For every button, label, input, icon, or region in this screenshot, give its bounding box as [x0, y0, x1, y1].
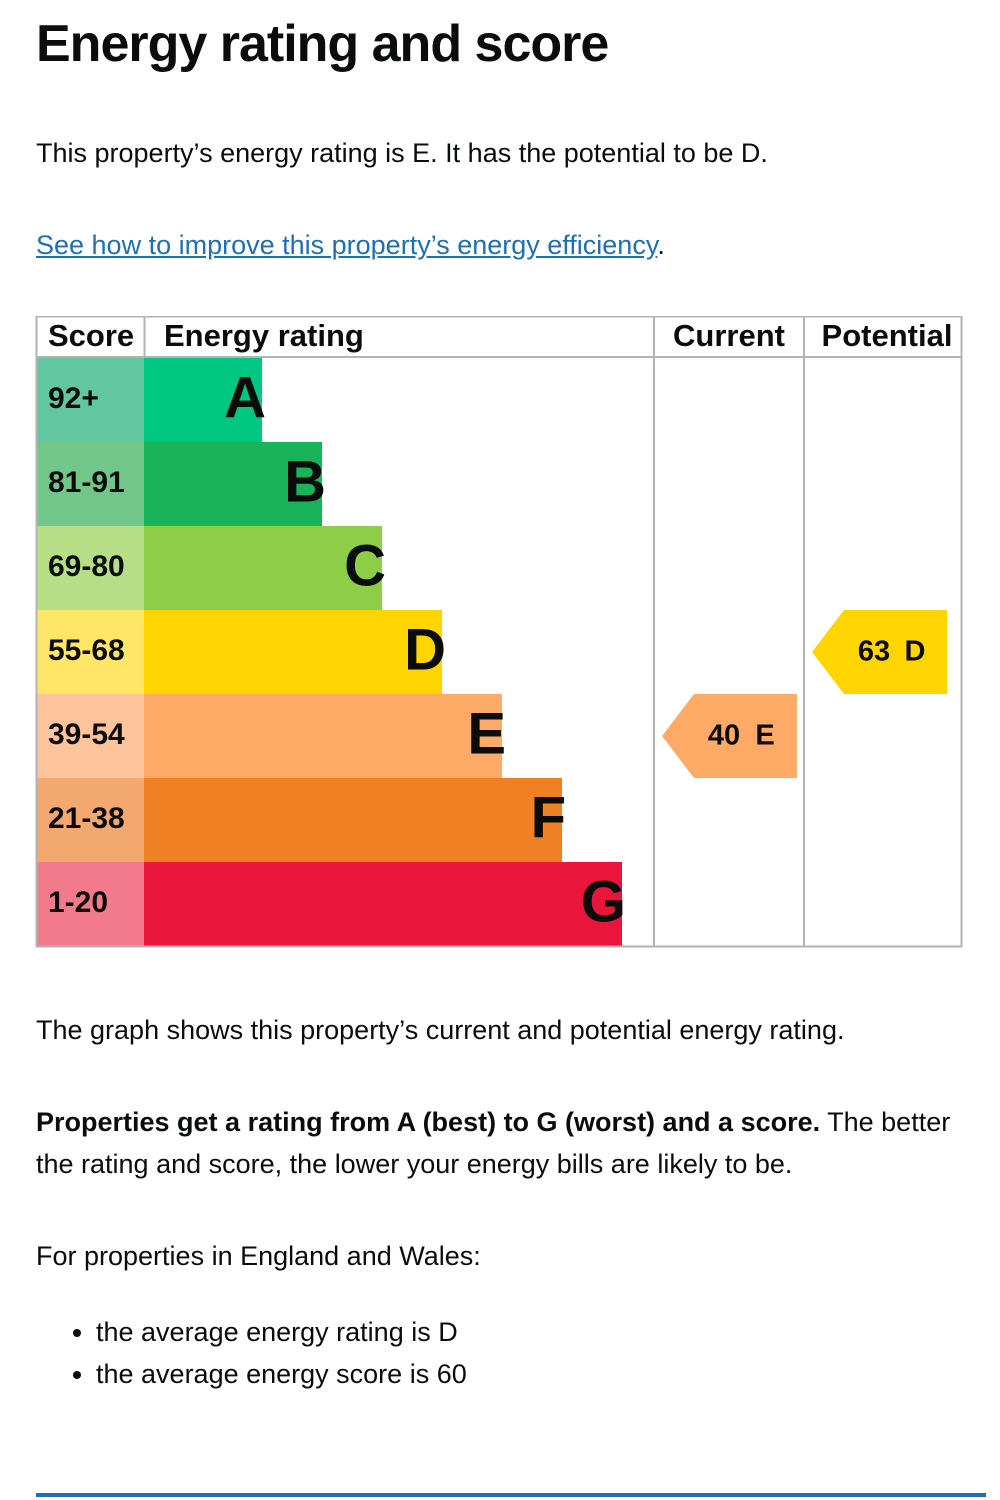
score-range: 21-38 — [48, 802, 125, 835]
rating-letter: B — [284, 449, 326, 514]
explain: Properties get a rating from A (best) to… — [36, 1101, 966, 1185]
rating-band — [144, 442, 322, 526]
rating-letter: G — [581, 869, 626, 934]
rating-band — [144, 358, 262, 442]
score-cell — [36, 358, 144, 442]
rating-chart: Score Energy rating Current Potential 92+ A 81… — [35, 316, 963, 948]
rating-band — [144, 862, 622, 946]
rating-band — [144, 610, 442, 694]
rating-letter: F — [531, 785, 566, 850]
score-cell — [36, 610, 144, 694]
current-arrow — [662, 694, 797, 778]
region: For properties in England and Wales: — [36, 1241, 481, 1271]
score-range: 55-68 — [48, 634, 125, 667]
column-header: Current — [673, 318, 785, 353]
rating-band — [144, 694, 502, 778]
potential-rating: D — [905, 636, 926, 668]
column-header: Energy rating — [164, 318, 364, 353]
score-cell — [36, 778, 144, 862]
averages-list: the average energy rating is Dthe averag… — [36, 1311, 467, 1395]
score-range: 92+ — [48, 382, 99, 415]
score-range: 1-20 — [48, 886, 108, 919]
score-range: 39-54 — [48, 718, 125, 751]
current-rating: E — [755, 720, 774, 752]
rating-band — [144, 778, 562, 862]
explain-rest: The better the rating and score, the low… — [36, 1107, 951, 1179]
score-range: 81-91 — [48, 466, 125, 499]
divider — [36, 1493, 986, 1497]
current-score: 40 — [708, 720, 740, 752]
rating-letter: A — [224, 365, 266, 430]
intro: This property’s energy rating is E. It h… — [36, 138, 768, 168]
score-cell — [36, 442, 144, 526]
rating-letter: D — [404, 617, 446, 682]
score-cell — [36, 526, 144, 610]
improve-link[interactable]: See how to improve this property’s energ… — [36, 230, 658, 260]
graph-note: The graph shows this property’s current … — [36, 1015, 845, 1045]
potential-arrow — [812, 610, 947, 694]
title: Energy rating and score — [36, 15, 609, 73]
link-line: See how to improve this property’s energ… — [36, 224, 665, 266]
table-border — [35, 316, 963, 948]
score-range: 69-80 — [48, 550, 125, 583]
rating-letter: C — [344, 533, 386, 598]
bullet: the average energy score is 60 — [96, 1353, 467, 1395]
column-header: Score — [48, 318, 134, 353]
link-suffix: . — [657, 230, 665, 260]
bullet: the average energy rating is D — [96, 1311, 467, 1353]
potential-score: 63 — [858, 636, 890, 668]
rating-letter: E — [467, 701, 506, 766]
score-cell — [36, 862, 144, 946]
column-header: Potential — [822, 318, 953, 353]
explain-bold: Properties get a rating from A (best) to… — [36, 1107, 821, 1137]
rating-band — [144, 526, 382, 610]
score-cell — [36, 694, 144, 778]
